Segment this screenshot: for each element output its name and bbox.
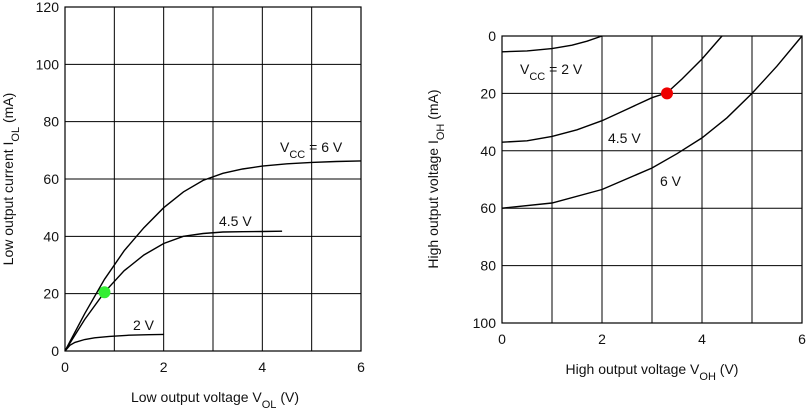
y-tick-label: 80	[43, 114, 59, 130]
series-label-1: VCC = 2 V	[520, 61, 583, 83]
highlight-point	[98, 286, 111, 299]
series-label-3: VCC = 6 V	[280, 139, 343, 161]
y-tick-label: 60	[43, 171, 59, 187]
series-line-2	[501, 35, 723, 143]
y-tick-label: 0	[51, 343, 59, 359]
y-tick-label: 40	[480, 143, 496, 159]
grid-lines	[65, 7, 361, 351]
x-tick-label: 0	[498, 331, 506, 347]
plot-frame	[501, 35, 803, 324]
y-tick-label: 120	[36, 0, 60, 15]
y-tick-label: 100	[36, 56, 60, 72]
x-axis-label: High output voltage VOH (V)	[566, 361, 739, 383]
x-tick-label: 2	[598, 331, 606, 347]
highlight-point	[661, 87, 673, 100]
grid-lines	[502, 36, 802, 323]
plot-frame	[64, 6, 362, 352]
y-tick-label: 40	[43, 228, 59, 244]
y-tick-label: 80	[480, 258, 496, 274]
series-line-3	[64, 160, 362, 352]
y-tick-label: 100	[473, 315, 497, 331]
y-axis-label: High output voltage IOH (mA)	[425, 89, 447, 268]
y-axis-label: Low output current IOL (mA)	[0, 93, 22, 266]
series-label-3: 6 V	[660, 173, 682, 189]
x-tick-label: 0	[61, 359, 69, 375]
x-tick-label: 4	[258, 359, 266, 375]
x-tick-label: 2	[160, 359, 168, 375]
y-tick-label: 0	[488, 28, 496, 44]
y-tick-label: 60	[480, 200, 496, 216]
series-label-2: 4.5 V	[608, 130, 641, 146]
x-tick-label: 4	[698, 331, 706, 347]
series-line-3	[501, 35, 803, 209]
y-tick-label: 20	[480, 85, 496, 101]
x-tick-label: 6	[798, 331, 806, 347]
y-tick-label: 20	[43, 286, 59, 302]
series-line-1	[501, 35, 603, 53]
series-line-1	[64, 333, 164, 352]
series-label-2: 4.5 V	[219, 213, 252, 229]
x-tick-label: 6	[357, 359, 365, 375]
x-axis-label: Low output voltage VOL (V)	[131, 389, 299, 408]
series-label-1: 2 V	[133, 317, 155, 333]
